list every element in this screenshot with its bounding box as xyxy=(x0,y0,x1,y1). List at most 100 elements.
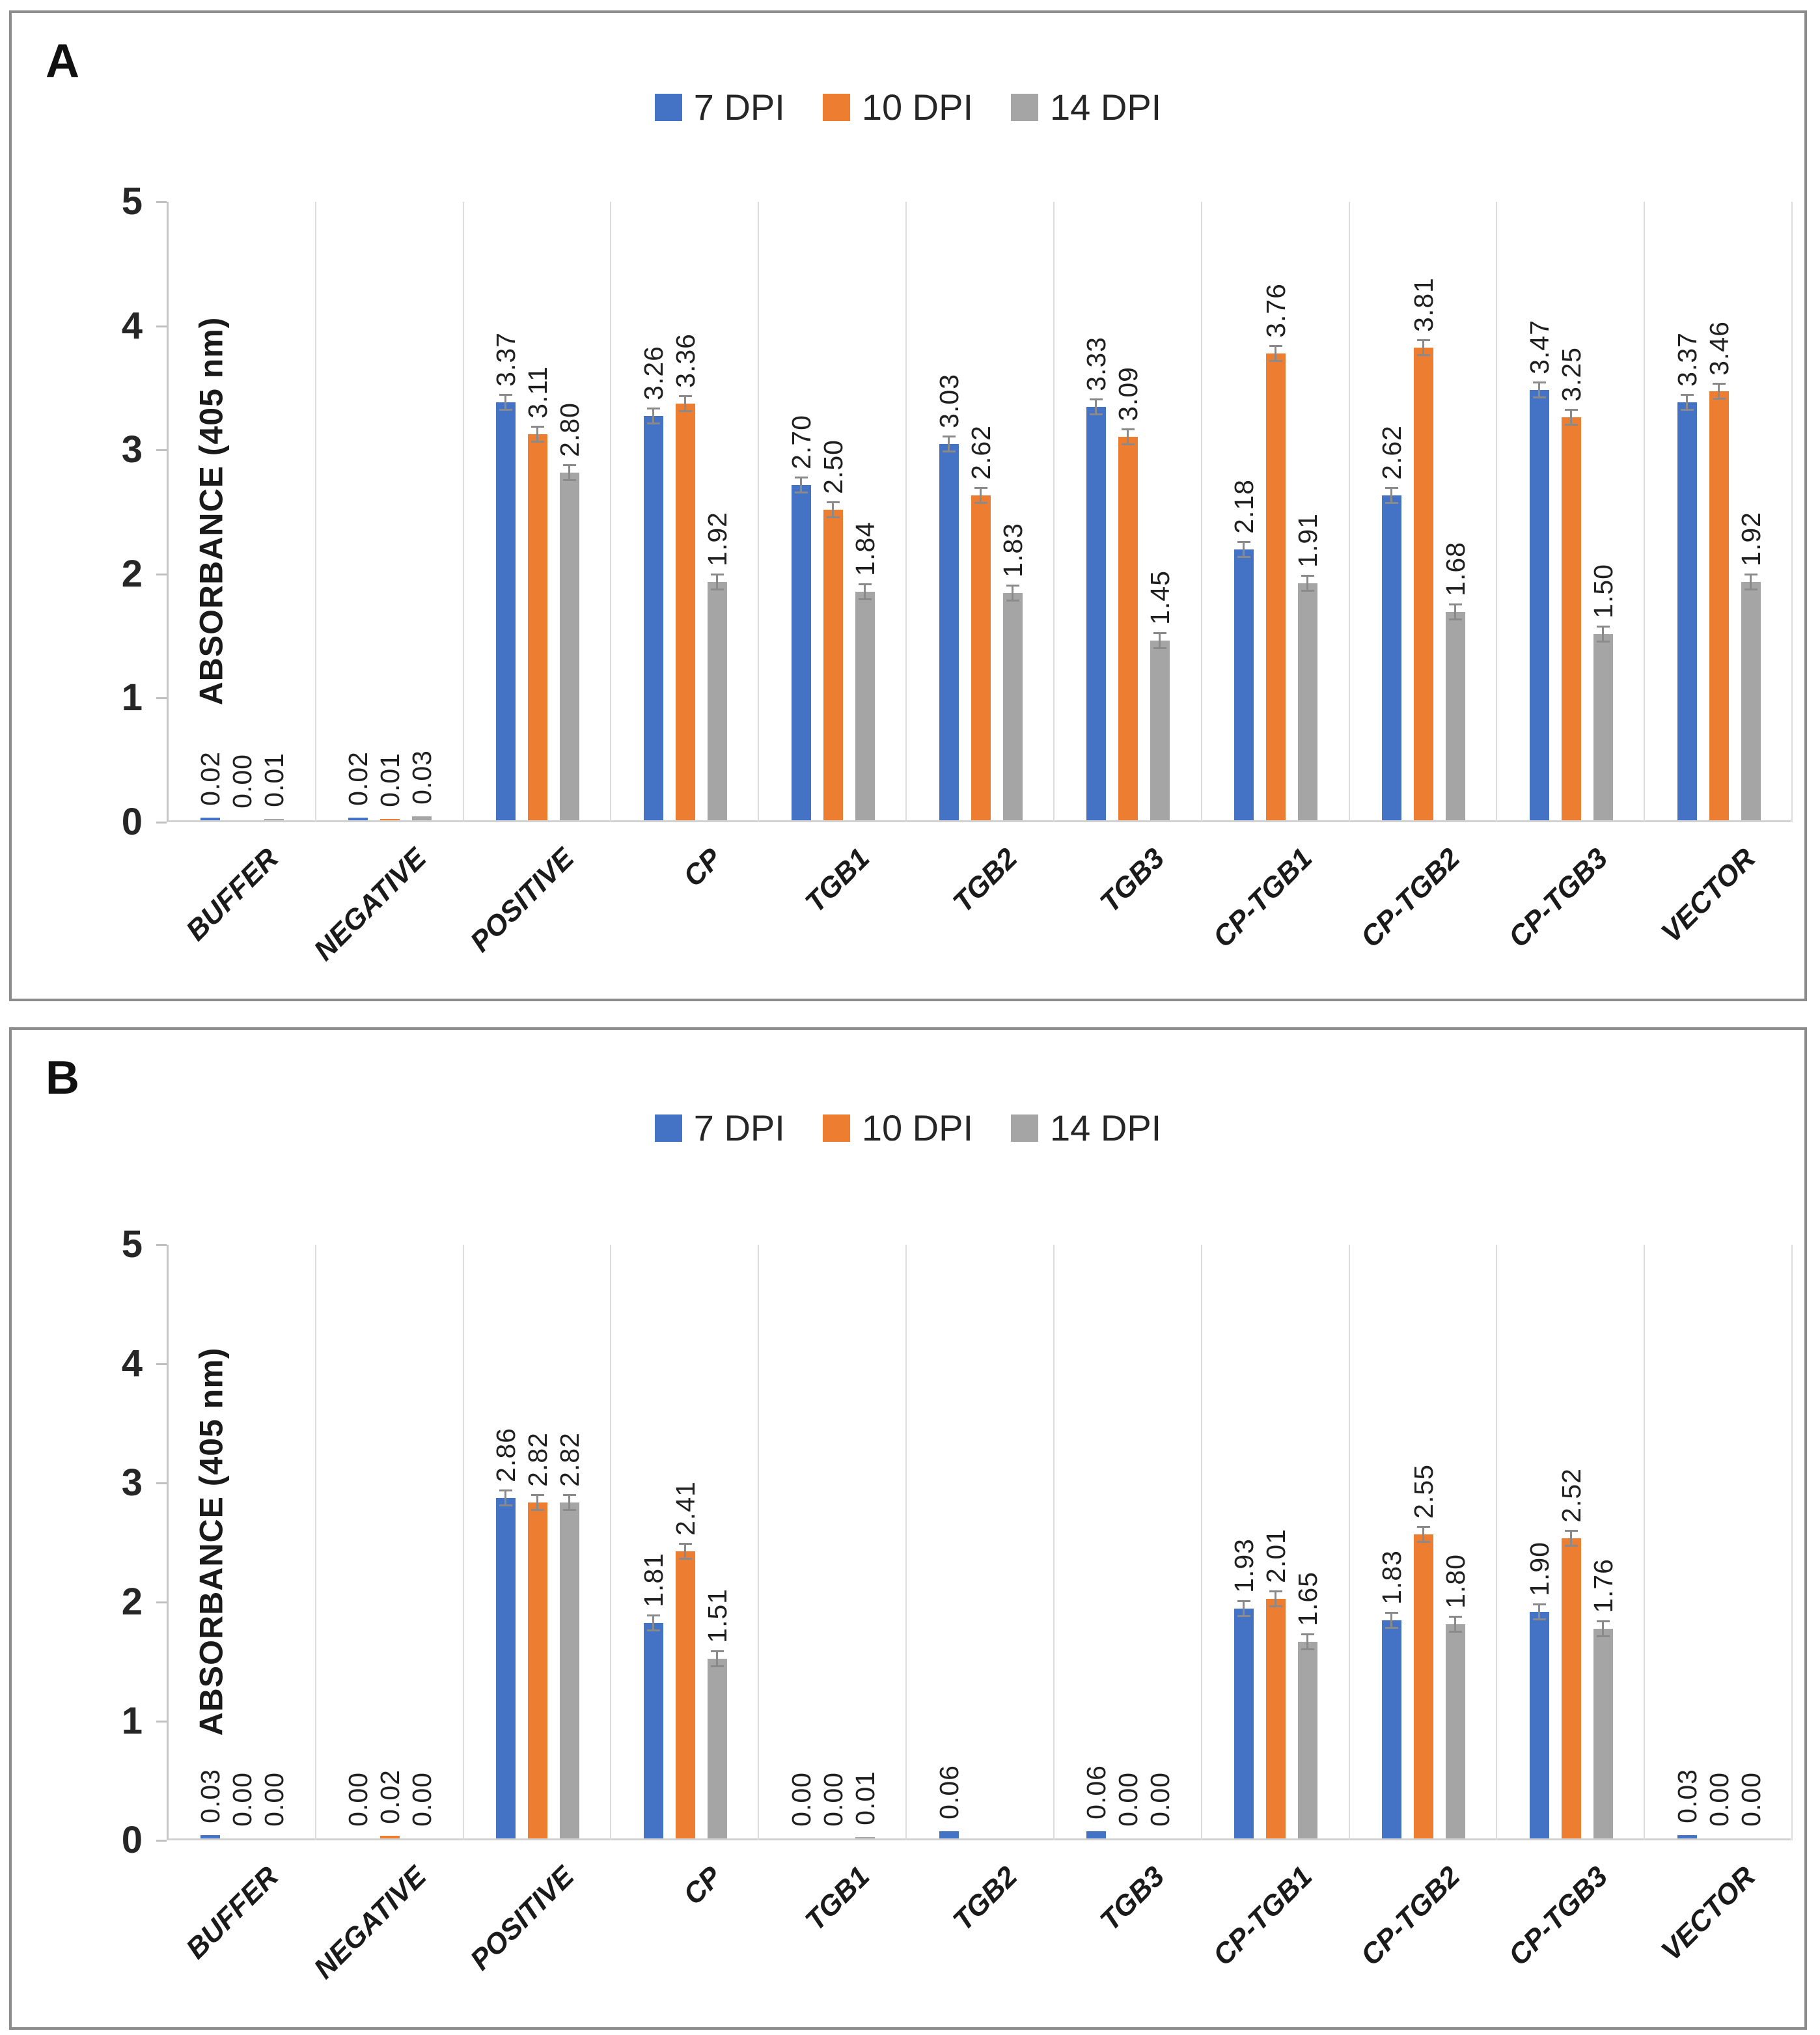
error-bar xyxy=(1269,345,1282,362)
error-bar xyxy=(711,574,724,590)
bar-value-label: 0.06 xyxy=(1081,1765,1111,1820)
legend-swatch xyxy=(822,1114,850,1142)
x-axis-label: CP xyxy=(677,1860,728,1911)
error-bar-stem xyxy=(684,1543,686,1560)
x-axis-label: CP-TGB1 xyxy=(1207,1860,1319,1972)
gridline xyxy=(1201,202,1202,822)
error-bar-cap xyxy=(1301,1648,1314,1650)
bar-value-label: 2.62 xyxy=(1377,425,1407,480)
error-bar-cap xyxy=(1301,590,1314,592)
bar xyxy=(1150,641,1170,820)
x-axis-label: NEGATIVE xyxy=(307,1860,433,1986)
bar-value-label: 1.65 xyxy=(1293,1571,1323,1626)
bar xyxy=(1414,1534,1433,1838)
y-tick-label: 5 xyxy=(121,1223,143,1266)
error-bar xyxy=(1533,381,1546,398)
error-bar-cap xyxy=(827,516,840,518)
error-bar-cap xyxy=(1122,443,1135,445)
bar-value-label: 0.03 xyxy=(407,750,437,805)
y-tick-mark xyxy=(156,697,167,699)
legend-item: 7 DPI xyxy=(654,86,785,128)
bar xyxy=(1234,1609,1254,1838)
gridline xyxy=(905,202,907,822)
error-bar-stem xyxy=(1602,626,1604,643)
error-bar-cap xyxy=(1565,1545,1578,1547)
x-axis-label: CP xyxy=(677,842,728,893)
error-bar-cap xyxy=(1006,600,1019,602)
bar xyxy=(200,1835,220,1838)
error-bar-stem xyxy=(1306,1633,1308,1650)
panel-b: B 7 DPI 10 DPI 14 DPI ABSORBANCE (405 nm) … xyxy=(9,1027,1807,2030)
bar-value-label: 2.80 xyxy=(555,402,585,457)
bar-value-label: 2.82 xyxy=(555,1432,585,1487)
legend-label: 10 DPI xyxy=(861,87,974,128)
error-bar-stem xyxy=(1306,575,1308,592)
error-bar-cap xyxy=(1237,1615,1250,1617)
y-tick-label: 0 xyxy=(121,1819,143,1861)
error-bar xyxy=(1417,339,1430,356)
legend-swatch xyxy=(654,93,682,121)
error-bar xyxy=(827,501,840,518)
bar-value-label: 0.01 xyxy=(375,753,405,807)
error-bar xyxy=(1597,1620,1610,1637)
bar-value-label: 0.02 xyxy=(343,751,373,806)
error-bar xyxy=(943,436,956,452)
bar xyxy=(496,1498,516,1838)
error-bar-stem xyxy=(832,501,834,518)
x-axis-label: TGB1 xyxy=(799,1860,876,1937)
bar xyxy=(200,818,220,820)
y-tick-label: 5 xyxy=(121,180,143,223)
y-tick-mark xyxy=(156,201,167,203)
gridline xyxy=(758,202,759,822)
gridline xyxy=(1644,202,1645,822)
x-axis-label: CP-TGB2 xyxy=(1355,842,1467,954)
error-bar xyxy=(1237,541,1250,558)
bar xyxy=(855,1837,875,1838)
bar xyxy=(1677,1835,1697,1838)
gridline xyxy=(758,1245,759,1840)
bar-value-label: 0.00 xyxy=(1145,1772,1175,1827)
bar-value-label: 1.50 xyxy=(1588,564,1618,618)
error-bar-stem xyxy=(684,395,686,412)
y-tick-label: 3 xyxy=(121,428,143,471)
bar-value-label: 3.26 xyxy=(639,346,669,400)
error-bar-cap xyxy=(1385,502,1398,504)
bar-value-label: 0.00 xyxy=(343,1772,373,1827)
bar-value-label: 2.70 xyxy=(786,415,816,469)
error-bar-stem xyxy=(864,583,866,600)
bar xyxy=(1382,1620,1401,1838)
bar xyxy=(939,1831,959,1838)
bar xyxy=(528,1502,547,1838)
error-bar xyxy=(1597,626,1610,643)
bar-value-label: 0.00 xyxy=(259,1772,289,1827)
bar xyxy=(348,818,368,820)
gridline xyxy=(1201,1245,1202,1840)
bar-value-label: 1.81 xyxy=(639,1553,669,1607)
bar-value-label: 3.37 xyxy=(1672,332,1702,387)
bar xyxy=(560,1502,579,1838)
x-axis-label: CP-TGB2 xyxy=(1355,1860,1467,1972)
y-axis-title-wrap: ABSORBANCE (405 nm) xyxy=(17,1245,229,1838)
bar-value-label: 3.09 xyxy=(1113,367,1143,421)
error-bar-cap xyxy=(974,502,987,504)
error-bar-cap xyxy=(711,588,724,590)
gridline xyxy=(463,1245,464,1840)
bar-value-label: 2.86 xyxy=(491,1428,521,1482)
bar xyxy=(971,495,991,820)
y-tick-mark xyxy=(156,449,167,451)
error-bar-cap xyxy=(859,598,872,600)
error-bar-stem xyxy=(716,1650,718,1667)
bar xyxy=(708,1659,727,1838)
error-bar xyxy=(1681,394,1694,411)
error-bar xyxy=(1744,574,1758,590)
bar-value-label: 1.90 xyxy=(1524,1542,1554,1596)
bar-value-label: 2.62 xyxy=(966,425,996,480)
error-bar-stem xyxy=(1570,409,1572,426)
bar xyxy=(939,444,959,820)
bar-value-label: 0.02 xyxy=(375,1769,405,1824)
gridline xyxy=(610,1245,611,1840)
bar xyxy=(1234,549,1254,820)
bar xyxy=(1530,1612,1549,1838)
x-axis-label: POSITIVE xyxy=(464,1860,581,1976)
